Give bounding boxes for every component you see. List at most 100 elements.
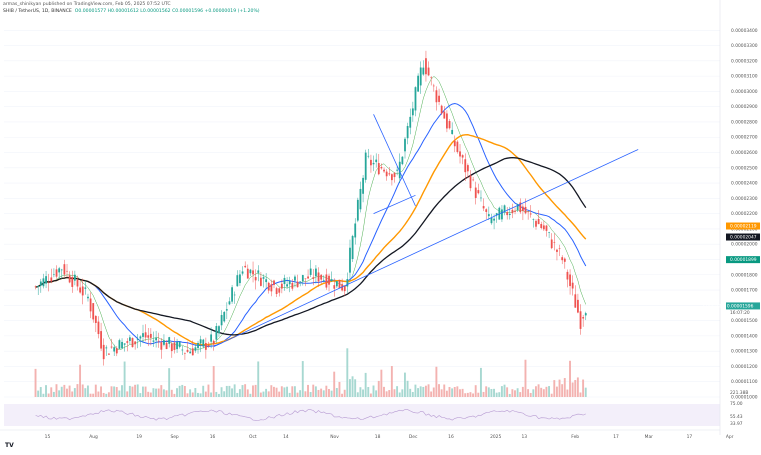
price-tag bbox=[726, 222, 760, 230]
volume-bar bbox=[55, 384, 58, 397]
candle bbox=[121, 341, 123, 349]
candle bbox=[102, 344, 105, 360]
volume-bar bbox=[430, 391, 433, 397]
candle bbox=[50, 277, 53, 282]
volume-bar bbox=[396, 386, 399, 397]
candle bbox=[241, 271, 244, 274]
candle bbox=[325, 274, 328, 288]
volume-bar bbox=[273, 386, 275, 397]
candle bbox=[377, 163, 380, 175]
candle bbox=[516, 203, 519, 211]
volume-bar bbox=[466, 392, 469, 397]
candle bbox=[411, 108, 414, 116]
candles bbox=[34, 50, 587, 366]
volume-bar bbox=[317, 389, 320, 397]
candle bbox=[157, 340, 160, 342]
volume-bar bbox=[278, 391, 281, 397]
volume-bar bbox=[262, 391, 265, 397]
candle bbox=[370, 159, 372, 166]
candle bbox=[210, 334, 213, 342]
candle bbox=[278, 288, 281, 293]
candle bbox=[131, 338, 134, 348]
price-tick: 0.00001700 bbox=[731, 288, 758, 294]
price-tag bbox=[726, 233, 760, 241]
candle bbox=[296, 281, 299, 288]
volume-bar bbox=[440, 389, 443, 397]
candle bbox=[362, 177, 364, 194]
volume-bar bbox=[220, 387, 223, 397]
volume-bar bbox=[86, 385, 89, 397]
volume-bar bbox=[545, 386, 548, 397]
time-tick: Mar bbox=[645, 434, 653, 440]
author-line: armas_shinikyan published on TradingView… bbox=[3, 2, 171, 7]
volume-bar bbox=[76, 384, 79, 397]
candle bbox=[346, 279, 349, 287]
candle bbox=[364, 152, 367, 180]
volume-bar bbox=[249, 393, 252, 397]
candle bbox=[380, 166, 383, 169]
candle bbox=[89, 298, 92, 312]
volume-bar bbox=[380, 369, 383, 397]
candle bbox=[396, 169, 399, 171]
volume-bar bbox=[550, 393, 553, 397]
candle bbox=[73, 274, 76, 281]
volume-bar bbox=[555, 386, 558, 397]
volume-bar bbox=[427, 384, 430, 397]
volume-bar bbox=[233, 384, 236, 397]
ma-orange bbox=[35, 133, 587, 346]
time-tick: Nov bbox=[330, 434, 339, 440]
candle bbox=[134, 341, 137, 345]
candle bbox=[34, 286, 37, 288]
candle bbox=[558, 248, 561, 249]
volume-bar bbox=[238, 389, 241, 397]
volume-bars bbox=[34, 348, 587, 397]
volume-bar bbox=[207, 384, 210, 397]
candle bbox=[288, 280, 291, 285]
volume-bar bbox=[367, 387, 370, 397]
volume-bar bbox=[364, 372, 367, 397]
volume-bar bbox=[110, 386, 113, 397]
volume-bar bbox=[495, 392, 498, 397]
candle bbox=[356, 199, 359, 221]
candle bbox=[113, 347, 116, 352]
volume-bar bbox=[435, 366, 438, 397]
candle bbox=[540, 224, 543, 229]
candle bbox=[163, 340, 165, 345]
candle bbox=[97, 321, 100, 335]
ohlc-values: O0.00001577 H0.00001612 L0.00001562 C0.0… bbox=[74, 8, 260, 14]
volume-bar bbox=[584, 387, 587, 397]
price-tick: 0.00002200 bbox=[731, 211, 758, 217]
volume-bar bbox=[338, 381, 341, 397]
volume-bar bbox=[479, 367, 482, 397]
volume-bar bbox=[50, 387, 53, 397]
candle bbox=[419, 67, 422, 86]
volume-bar bbox=[291, 386, 294, 397]
symbol-title: SHIB / TetherUS, 1D, BINANCE bbox=[3, 8, 72, 14]
candle bbox=[427, 67, 430, 76]
candle bbox=[105, 347, 108, 349]
rsi-line bbox=[35, 409, 586, 421]
volume-bar bbox=[451, 388, 454, 397]
candle bbox=[204, 343, 207, 350]
candle bbox=[136, 338, 139, 340]
volume-bar bbox=[301, 361, 304, 397]
candle bbox=[236, 275, 239, 287]
price-tag-label: 0.00001899 bbox=[730, 257, 757, 263]
candle bbox=[294, 276, 296, 281]
candle bbox=[582, 317, 585, 319]
volume-bar bbox=[241, 385, 244, 397]
volume-bar bbox=[97, 391, 100, 397]
volume-bar bbox=[521, 386, 524, 397]
candle bbox=[45, 276, 47, 284]
volume-bar bbox=[393, 389, 396, 397]
volume-bar bbox=[296, 392, 299, 397]
volume-bar bbox=[438, 384, 440, 397]
candle bbox=[322, 280, 325, 281]
volume-bar bbox=[322, 390, 325, 397]
volume-bar bbox=[372, 385, 375, 397]
price-tick: 0.00002700 bbox=[731, 135, 758, 141]
candle bbox=[584, 313, 587, 316]
volume-bar bbox=[186, 393, 189, 397]
volume-bar bbox=[34, 368, 37, 397]
